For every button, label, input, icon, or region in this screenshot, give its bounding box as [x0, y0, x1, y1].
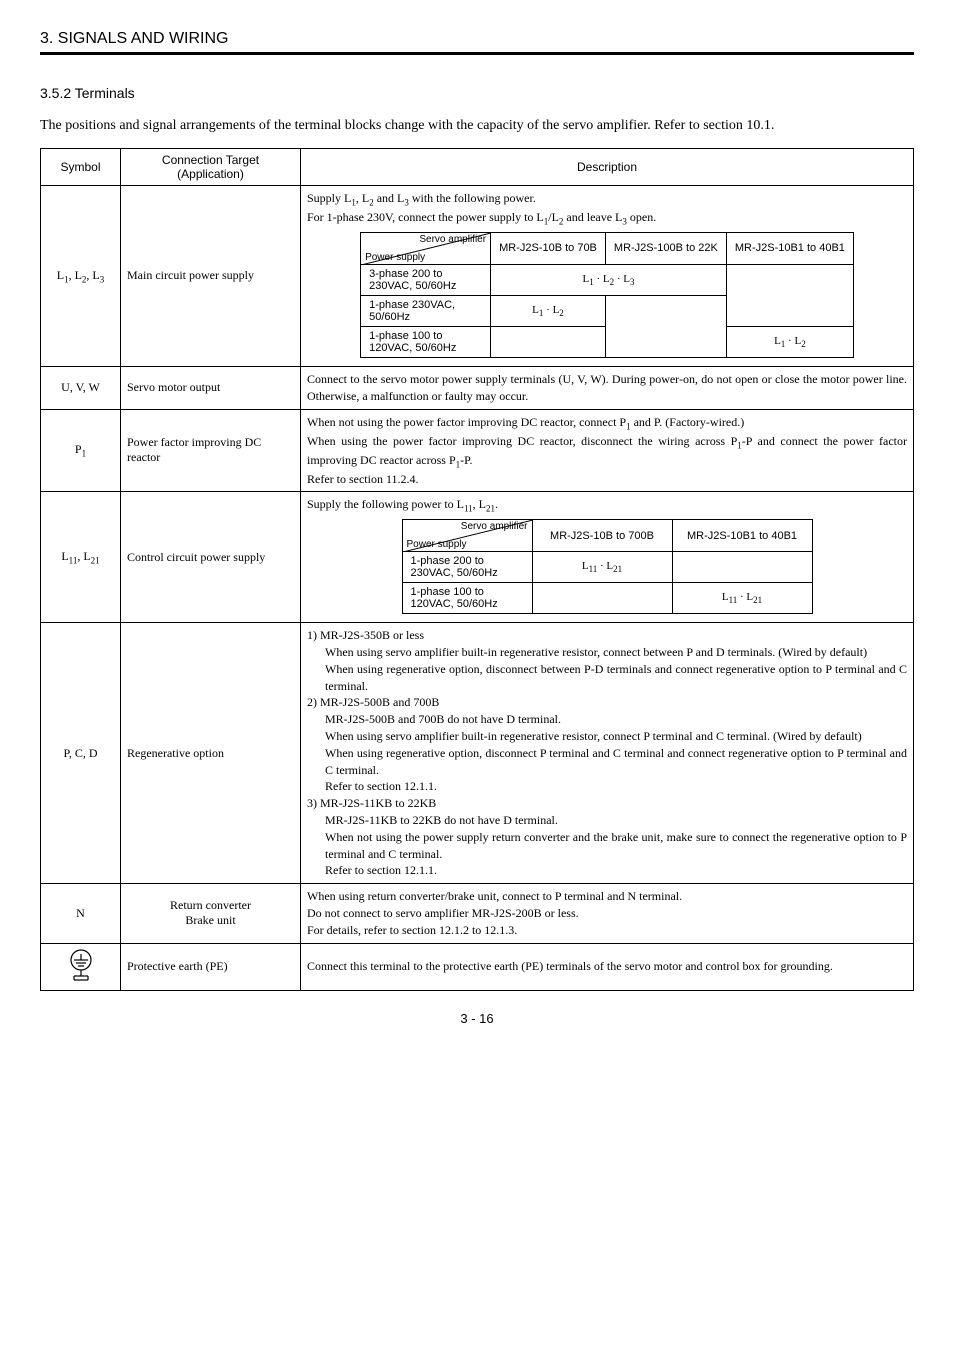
pcd-l3c: Refer to section 12.1.1.	[307, 862, 907, 879]
pcd-l2d: Refer to section 12.1.1.	[307, 778, 907, 795]
main-r1-label: 3-phase 200 to 230VAC, 50/60Hz	[361, 264, 491, 295]
target-n: Return converter Brake unit	[121, 884, 301, 943]
pcd-l1b: When using regenerative option, disconne…	[307, 661, 907, 695]
desc-uvw: Connect to the servo motor power supply …	[301, 366, 914, 409]
intro-paragraph: The positions and signal arrangements of…	[40, 115, 914, 136]
target-ctrl: Control circuit power supply	[121, 492, 301, 623]
pcd-l1: 1) MR-J2S-350B or less	[307, 627, 907, 644]
ctrl-blank1	[672, 552, 812, 583]
desc-pcd: 1) MR-J2S-350B or less When using servo …	[301, 623, 914, 884]
pcd-l3a: MR-J2S-11KB to 22KB do not have D termin…	[307, 812, 907, 829]
ctrl-blank2	[532, 583, 672, 614]
symbol-main: L1, L2, L3	[41, 186, 121, 367]
ctrl-r2-v: L11 · L21	[672, 583, 812, 614]
ctrl-pre-text: Supply the following power to L11, L21.	[307, 496, 907, 515]
terminals-table: Symbol Connection Target (Application) D…	[40, 148, 914, 991]
ctrl-r2-label: 1-phase 100 to 120VAC, 50/60Hz	[402, 583, 532, 614]
main-r1-v: L1 · L2 · L3	[491, 264, 727, 295]
main-inner-table: Servo amplifier Power supply MR-J2S-10B …	[360, 232, 854, 358]
ctrl-h1: MR-J2S-10B to 700B	[532, 520, 672, 552]
main-blank3	[491, 326, 606, 357]
target-pe: Protective earth (PE)	[121, 943, 301, 990]
col-desc: Description	[301, 149, 914, 186]
ctrl-r1-label: 1-phase 200 to 230VAC, 50/60Hz	[402, 552, 532, 583]
target-p1: Power factor improving DC reactor	[121, 409, 301, 492]
main-pre-text: Supply L1, L2 and L3 with the following …	[307, 190, 907, 228]
main-r2-label: 1-phase 230VAC, 50/60Hz	[361, 295, 491, 326]
desc-pe: Connect this terminal to the protective …	[301, 943, 914, 990]
desc-main: Supply L1, L2 and L3 with the following …	[301, 186, 914, 367]
symbol-p1: P1	[41, 409, 121, 492]
pcd-l2: 2) MR-J2S-500B and 700B	[307, 694, 907, 711]
ctrl-h2: MR-J2S-10B1 to 40B1	[672, 520, 812, 552]
pcd-l3: 3) MR-J2S-11KB to 22KB	[307, 795, 907, 812]
target-uvw: Servo motor output	[121, 366, 301, 409]
main-h1: MR-J2S-10B to 70B	[491, 232, 606, 264]
symbol-uvw: U, V, W	[41, 366, 121, 409]
symbol-pcd: P, C, D	[41, 623, 121, 884]
ctrl-r1-v: L11 · L21	[532, 552, 672, 583]
earth-icon	[66, 948, 96, 982]
symbol-n: N	[41, 884, 121, 943]
pcd-l2c: When using regenerative option, disconne…	[307, 745, 907, 779]
desc-n: When using return converter/brake unit, …	[301, 884, 914, 943]
main-h2: MR-J2S-100B to 22K	[605, 232, 726, 264]
symbol-ctrl: L11, L21	[41, 492, 121, 623]
target-main: Main circuit power supply	[121, 186, 301, 367]
main-blank1	[726, 264, 853, 326]
col-symbol: Symbol	[41, 149, 121, 186]
pcd-l1a: When using servo amplifier built-in rege…	[307, 644, 907, 661]
desc-ctrl: Supply the following power to L11, L21. …	[301, 492, 914, 623]
main-r2-v: L1 · L2	[491, 295, 606, 326]
diag-header: Servo amplifier Power supply	[361, 232, 491, 264]
ctrl-inner-table: Servo amplifier Power supply MR-J2S-10B …	[402, 519, 813, 614]
desc-p1: When not using the power factor improvin…	[301, 409, 914, 492]
target-pcd: Regenerative option	[121, 623, 301, 884]
section-header: 3. SIGNALS AND WIRING	[40, 30, 914, 55]
main-blank2	[605, 295, 726, 357]
ctrl-diag-header: Servo amplifier Power supply	[402, 520, 532, 552]
pcd-l2b: When using servo amplifier built-in rege…	[307, 728, 907, 745]
main-r3-v: L1 · L2	[726, 326, 853, 357]
symbol-pe	[41, 943, 121, 990]
pcd-l2a: MR-J2S-500B and 700B do not have D termi…	[307, 711, 907, 728]
subsection-heading: 3.5.2 Terminals	[40, 85, 914, 101]
col-target: Connection Target (Application)	[121, 149, 301, 186]
page-number: 3 - 16	[40, 1011, 914, 1026]
main-h3: MR-J2S-10B1 to 40B1	[726, 232, 853, 264]
pcd-l3b: When not using the power supply return c…	[307, 829, 907, 863]
main-r3-label: 1-phase 100 to 120VAC, 50/60Hz	[361, 326, 491, 357]
